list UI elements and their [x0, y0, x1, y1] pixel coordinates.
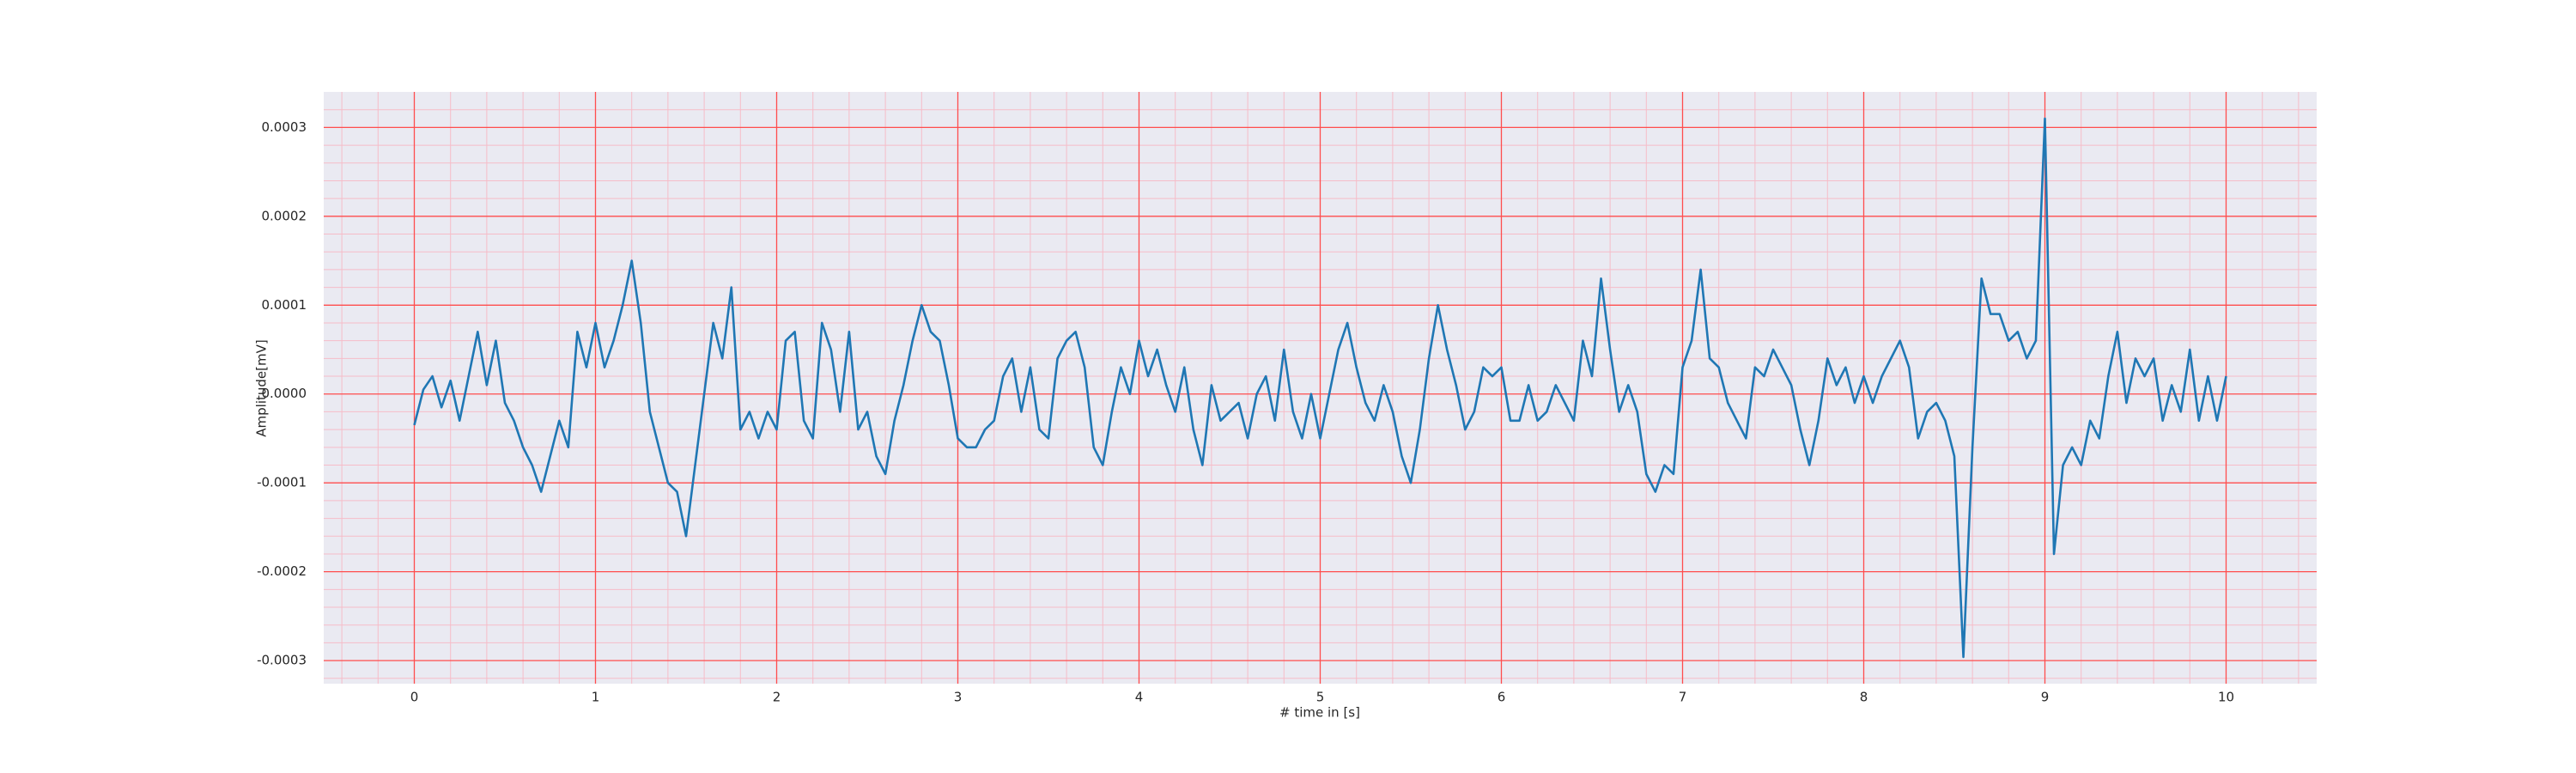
y-axis-label: Amplitude[mV]	[254, 339, 270, 436]
x-tick-label: 1	[592, 690, 600, 705]
y-tick-label: 0.0000	[262, 386, 307, 401]
y-tick-label: 0.0001	[262, 297, 307, 313]
x-tick-label: 4	[1135, 690, 1144, 705]
x-axis-label: # time in [s]	[1279, 705, 1360, 721]
y-tick-label: 0.0003	[262, 119, 307, 135]
y-tick-label: 0.0002	[262, 208, 307, 223]
y-tick-label: -0.0003	[257, 653, 307, 668]
x-tick-label: 9	[2041, 690, 2050, 705]
x-tick-label: 5	[1316, 690, 1325, 705]
x-tick-label: 6	[1498, 690, 1506, 705]
x-tick-label: 0	[410, 690, 419, 705]
x-tick-label: 8	[1860, 690, 1868, 705]
x-tick-label: 7	[1679, 690, 1687, 705]
signal-line	[413, 117, 2227, 659]
y-tick-label: -0.0002	[257, 563, 307, 579]
x-tick-label: 10	[2218, 690, 2234, 705]
y-tick-label: -0.0001	[257, 475, 307, 490]
x-tick-label: 2	[773, 690, 781, 705]
x-tick-label: 3	[954, 690, 963, 705]
